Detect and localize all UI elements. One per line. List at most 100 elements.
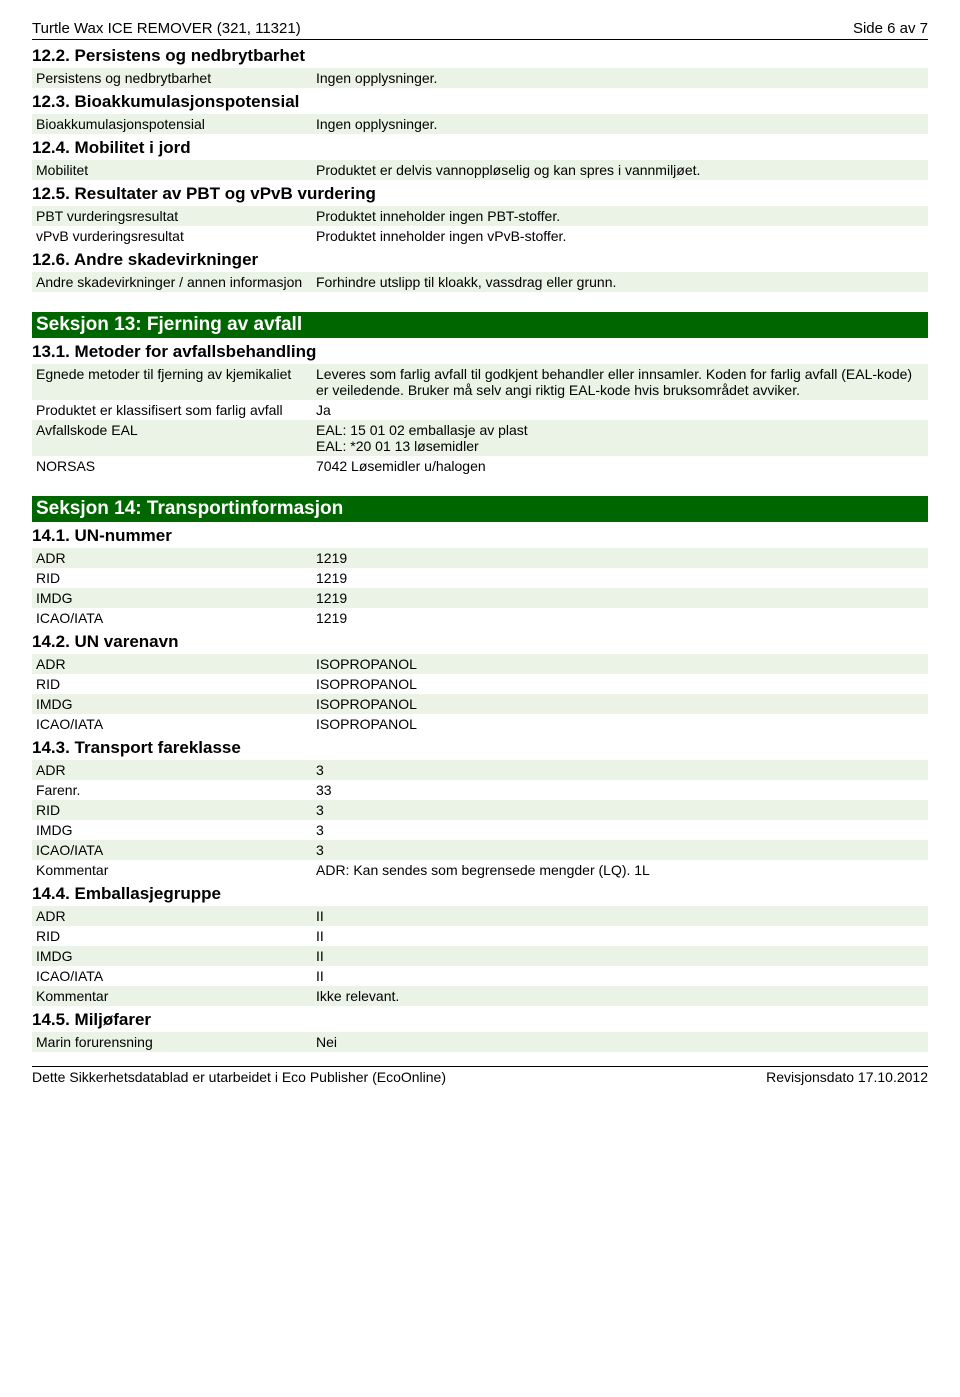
row-label: RID — [32, 674, 312, 694]
doc-title: Turtle Wax ICE REMOVER (321, 11321) — [32, 20, 301, 37]
table-row: Farenr.33 — [32, 780, 928, 800]
row-value: ISOPROPANOL — [312, 674, 928, 694]
row-value: 1219 — [312, 548, 928, 568]
table-row: KommentarADR: Kan sendes som begrensede … — [32, 860, 928, 880]
table-row: vPvB vurderingsresultat Produktet inneho… — [32, 226, 928, 246]
row-label: RID — [32, 568, 312, 588]
subsection-12-3-title: 12.3. Bioakkumulasjonspotensial — [32, 92, 928, 112]
subsection-14-3-title: 14.3. Transport fareklasse — [32, 738, 928, 758]
row-value: ISOPROPANOL — [312, 694, 928, 714]
page-indicator: Side 6 av 7 — [853, 20, 928, 37]
table-row: Egnede metoder til fjerning av kjemikali… — [32, 364, 928, 400]
row-value: Produktet inneholder ingen PBT-stoffer. — [312, 206, 928, 226]
table-row: Bioakkumulasjonspotensial Ingen opplysni… — [32, 114, 928, 134]
table-14-4: ADRII RIDII IMDGII ICAO/IATAII Kommentar… — [32, 906, 928, 1006]
row-label: RID — [32, 926, 312, 946]
table-row: ADRII — [32, 906, 928, 926]
row-value: 3 — [312, 800, 928, 820]
row-label: ADR — [32, 548, 312, 568]
row-label: Farenr. — [32, 780, 312, 800]
row-label: Egnede metoder til fjerning av kjemikali… — [32, 364, 312, 400]
row-label: Bioakkumulasjonspotensial — [32, 114, 312, 134]
row-value: Ja — [312, 400, 928, 420]
row-label: IMDG — [32, 820, 312, 840]
row-value: 1219 — [312, 608, 928, 628]
row-label: Kommentar — [32, 986, 312, 1006]
section-13-bar: Seksjon 13: Fjerning av avfall — [32, 312, 928, 338]
subsection-12-6-title: 12.6. Andre skadevirkninger — [32, 250, 928, 270]
table-row: ADR3 — [32, 760, 928, 780]
row-value: ISOPROPANOL — [312, 714, 928, 734]
row-value: Produktet er delvis vannoppløselig og ka… — [312, 160, 928, 180]
subsection-14-4-title: 14.4. Emballasjegruppe — [32, 884, 928, 904]
table-12-6: Andre skadevirkninger / annen informasjo… — [32, 272, 928, 292]
row-value: Forhindre utslipp til kloakk, vassdrag e… — [312, 272, 928, 292]
subsection-12-5-title: 12.5. Resultater av PBT og vPvB vurderin… — [32, 184, 928, 204]
table-12-4: Mobilitet Produktet er delvis vannoppløs… — [32, 160, 928, 180]
table-row: ADR1219 — [32, 548, 928, 568]
row-value: 1219 — [312, 568, 928, 588]
row-value: 3 — [312, 760, 928, 780]
row-value: II — [312, 946, 928, 966]
row-label: Kommentar — [32, 860, 312, 880]
subsection-12-4-title: 12.4. Mobilitet i jord — [32, 138, 928, 158]
row-value: ADR: Kan sendes som begrensede mengder (… — [312, 860, 928, 880]
footer-right: Revisjonsdato 17.10.2012 — [766, 1069, 928, 1085]
row-label: ICAO/IATA — [32, 840, 312, 860]
row-value: 1219 — [312, 588, 928, 608]
row-label: ICAO/IATA — [32, 714, 312, 734]
table-row: NORSAS 7042 Løsemidler u/halogen — [32, 456, 928, 476]
page-header: Turtle Wax ICE REMOVER (321, 11321) Side… — [32, 20, 928, 40]
table-row: RID3 — [32, 800, 928, 820]
row-value: Ikke relevant. — [312, 986, 928, 1006]
table-row: IMDG1219 — [32, 588, 928, 608]
row-label: IMDG — [32, 946, 312, 966]
table-row: ICAO/IATA3 — [32, 840, 928, 860]
row-label: IMDG — [32, 588, 312, 608]
table-row: Avfallskode EAL EAL: 15 01 02 emballasje… — [32, 420, 928, 456]
row-label: ICAO/IATA — [32, 966, 312, 986]
row-value: Leveres som farlig avfall til godkjent b… — [312, 364, 928, 400]
subsection-13-1-title: 13.1. Metoder for avfallsbehandling — [32, 342, 928, 362]
row-label: RID — [32, 800, 312, 820]
row-label: NORSAS — [32, 456, 312, 476]
row-value: II — [312, 926, 928, 946]
table-row: IMDGISOPROPANOL — [32, 694, 928, 714]
subsection-14-2-title: 14.2. UN varenavn — [32, 632, 928, 652]
row-label: ADR — [32, 654, 312, 674]
row-value: 33 — [312, 780, 928, 800]
footer-left: Dette Sikkerhetsdatablad er utarbeidet i… — [32, 1069, 446, 1085]
table-row: KommentarIkke relevant. — [32, 986, 928, 1006]
table-row: IMDGII — [32, 946, 928, 966]
row-label: Marin forurensning — [32, 1032, 312, 1052]
row-value: 7042 Løsemidler u/halogen — [312, 456, 928, 476]
row-label: vPvB vurderingsresultat — [32, 226, 312, 246]
row-value: Ingen opplysninger. — [312, 114, 928, 134]
table-row: ICAO/IATA1219 — [32, 608, 928, 628]
row-value: ISOPROPANOL — [312, 654, 928, 674]
table-row: RIDII — [32, 926, 928, 946]
table-row: RID1219 — [32, 568, 928, 588]
row-label: ADR — [32, 760, 312, 780]
table-14-1: ADR1219 RID1219 IMDG1219 ICAO/IATA1219 — [32, 548, 928, 628]
row-label: Andre skadevirkninger / annen informasjo… — [32, 272, 312, 292]
row-value: Produktet inneholder ingen vPvB-stoffer. — [312, 226, 928, 246]
subsection-14-1-title: 14.1. UN-nummer — [32, 526, 928, 546]
row-value: II — [312, 906, 928, 926]
table-14-2: ADRISOPROPANOL RIDISOPROPANOL IMDGISOPRO… — [32, 654, 928, 734]
table-row: Marin forurensningNei — [32, 1032, 928, 1052]
row-label: ICAO/IATA — [32, 608, 312, 628]
table-row: Mobilitet Produktet er delvis vannoppløs… — [32, 160, 928, 180]
table-12-3: Bioakkumulasjonspotensial Ingen opplysni… — [32, 114, 928, 134]
row-label: IMDG — [32, 694, 312, 714]
table-row: Produktet er klassifisert som farlig avf… — [32, 400, 928, 420]
row-label: Produktet er klassifisert som farlig avf… — [32, 400, 312, 420]
row-value: II — [312, 966, 928, 986]
table-row: IMDG3 — [32, 820, 928, 840]
row-label: ADR — [32, 906, 312, 926]
row-value: Ingen opplysninger. — [312, 68, 928, 88]
row-value: EAL: 15 01 02 emballasje av plast EAL: *… — [312, 420, 928, 456]
row-value: 3 — [312, 840, 928, 860]
row-label: PBT vurderingsresultat — [32, 206, 312, 226]
table-row: Andre skadevirkninger / annen informasjo… — [32, 272, 928, 292]
